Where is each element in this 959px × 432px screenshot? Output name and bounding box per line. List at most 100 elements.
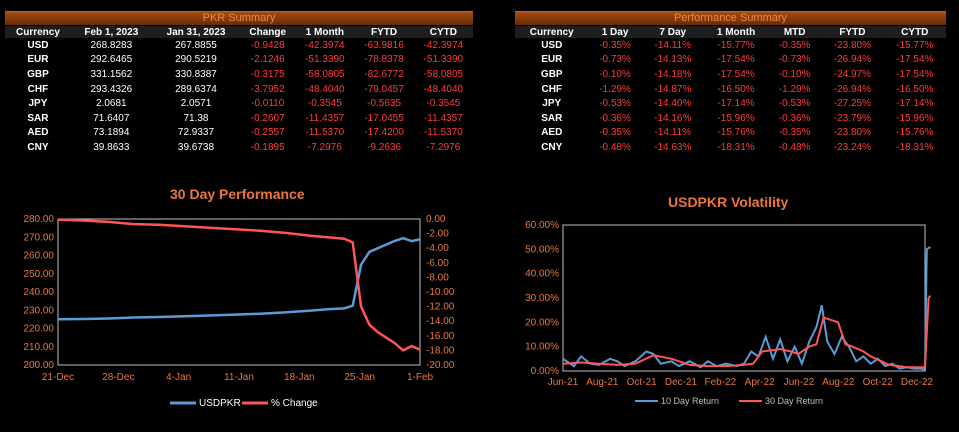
table-row: CHF -1.29% -14.87% -16.50% -1.29% -26.94% -16.… <box>515 82 946 97</box>
value-cell: -0.35% <box>599 127 631 139</box>
value-cell: -23.79% <box>833 112 872 124</box>
value-cell: -58.0805 <box>423 68 464 80</box>
x-tick-label: Jun-21 <box>548 377 579 388</box>
x-tick-label: 18-Jan <box>284 372 315 383</box>
currency-cell: CHF <box>27 83 49 95</box>
currency-cell: USD <box>541 39 563 51</box>
y-left-tick-label: 230.00 <box>23 305 54 316</box>
value-cell: -0.36% <box>599 112 631 124</box>
pkr-summary-table: Currency Feb 1, 2023 Jan 31, 2023 Change 1 M… <box>5 26 473 155</box>
value-cell: -15.96% <box>717 112 755 124</box>
currency-cell: EUR <box>27 54 49 66</box>
currency-cell: JPY <box>542 98 562 110</box>
value-cell: -15.77% <box>896 39 934 51</box>
value-cell: -14.40% <box>654 98 692 110</box>
x-tick-label: Dec-21 <box>665 377 698 388</box>
column-header: Jan 31, 2023 <box>151 26 241 38</box>
x-tick-label: 1-Feb <box>407 372 434 383</box>
value-cell: -7.2976 <box>307 141 342 153</box>
currency-cell: GBP <box>27 68 49 80</box>
y-tick-label: 40.00% <box>525 269 559 280</box>
y-right-tick-label: -16.00 <box>426 331 455 342</box>
value-cell: -7.2976 <box>426 141 461 153</box>
currency-cell: SAR <box>27 112 49 124</box>
legend-label: 10 Day Return <box>661 396 719 406</box>
column-header: CYTD <box>883 26 946 38</box>
plot-area <box>57 218 421 366</box>
value-cell: -82.6772 <box>364 68 404 80</box>
value-cell: 2.0571 <box>180 98 212 110</box>
x-tick-label: Aug-22 <box>822 377 855 388</box>
value-cell: -17.54% <box>717 68 755 80</box>
value-cell: -3.7952 <box>250 83 285 95</box>
y-tick-label: 0.00% <box>531 366 559 377</box>
y-tick-label: 50.00% <box>525 244 559 255</box>
value-cell: -23.80% <box>833 127 872 139</box>
currency-cell: USD <box>27 39 49 51</box>
value-cell: -0.73% <box>599 54 631 66</box>
value-cell: 39.6738 <box>177 141 215 153</box>
value-cell: -1.29% <box>778 83 811 95</box>
y-right-tick-label: 0.00 <box>426 214 446 225</box>
value-cell: -0.2607 <box>250 112 285 124</box>
legend-label: 30 Day Return <box>765 396 823 406</box>
currency-cell: AED <box>27 127 49 139</box>
pkr-summary-banner: PKR Summary <box>5 11 473 25</box>
value-cell: -0.3545 <box>426 98 461 110</box>
y-left-tick-label: 260.00 <box>23 251 54 262</box>
value-cell: -0.73% <box>778 54 811 66</box>
value-cell: -14.63% <box>654 141 692 153</box>
column-header: 1 Month <box>295 26 355 38</box>
value-cell: 72.9337 <box>177 127 215 139</box>
value-cell: -15.96% <box>896 112 934 124</box>
currency-cell: CNY <box>27 141 49 153</box>
column-header: MTD <box>768 26 822 38</box>
value-cell: -26.94% <box>833 54 872 66</box>
table-row: GBP -0.10% -14.18% -17.54% -0.10% -24.97% -17.… <box>515 67 946 82</box>
table-row: CHF 293.4326 289.6374 -3.7952 -48.4040 -79.04… <box>5 82 473 97</box>
value-cell: 39.8633 <box>93 141 130 153</box>
y-left-tick-label: 270.00 <box>23 232 54 243</box>
value-cell: -0.53% <box>778 98 811 110</box>
value-cell: -0.1895 <box>250 141 285 153</box>
value-cell: -11.4357 <box>423 112 463 124</box>
value-cell: 71.38 <box>183 112 209 124</box>
value-cell: -17.54% <box>896 68 934 80</box>
x-tick-label: 21-Dec <box>42 372 74 383</box>
value-cell: -78.8378 <box>364 54 404 66</box>
column-header: FYTD <box>354 26 414 38</box>
value-cell: 293.4326 <box>90 83 133 95</box>
value-cell: -14.18% <box>654 68 692 80</box>
table-row: USD -0.35% -14.11% -15.77% -0.35% -23.80% -15.… <box>515 38 946 53</box>
table-row: SAR 71.6407 71.38 -0.2607 -11.4357 -17.0455 -1… <box>5 111 473 126</box>
value-cell: -15.76% <box>896 127 934 139</box>
table-row: EUR 292.6465 290.5219 -2.1246 -51.3390 -78.83… <box>5 53 473 68</box>
column-header: Currency <box>515 26 589 38</box>
value-cell: -0.0110 <box>251 98 285 110</box>
table-row: SAR -0.36% -14.16% -15.96% -0.36% -23.79% -15.… <box>515 111 946 126</box>
value-cell: -11.4357 <box>305 112 345 124</box>
x-tick-label: 4-Jan <box>166 372 191 383</box>
value-cell: 71.6407 <box>93 112 130 124</box>
value-cell: -0.3175 <box>250 68 285 80</box>
y-right-tick-label: -2.00 <box>426 229 449 240</box>
table-row: AED -0.35% -14.11% -15.76% -0.35% -23.80% -15.… <box>515 126 946 141</box>
currency-cell: SAR <box>541 112 563 124</box>
value-cell: -18.31% <box>717 141 755 153</box>
currency-cell: CHF <box>541 83 563 95</box>
y-right-tick-label: -8.00 <box>426 272 449 283</box>
value-cell: -42.3974 <box>423 39 464 51</box>
value-cell: 289.6374 <box>175 83 217 95</box>
currency-cell: AED <box>541 127 563 139</box>
y-right-tick-label: -6.00 <box>426 258 449 269</box>
series-line <box>57 236 421 321</box>
value-cell: 73.1894 <box>93 127 130 139</box>
value-cell: -0.36% <box>778 112 811 124</box>
value-cell: -0.10% <box>778 68 811 80</box>
table-row: CNY 39.8633 39.6738 -0.1895 -7.2976 -9.2636 -7… <box>5 140 473 155</box>
value-cell: -58.0805 <box>305 68 345 80</box>
value-cell: -26.94% <box>833 83 872 95</box>
value-cell: -17.14% <box>896 98 934 110</box>
value-cell: -16.50% <box>717 83 755 95</box>
y-left-tick-label: 240.00 <box>23 287 54 298</box>
